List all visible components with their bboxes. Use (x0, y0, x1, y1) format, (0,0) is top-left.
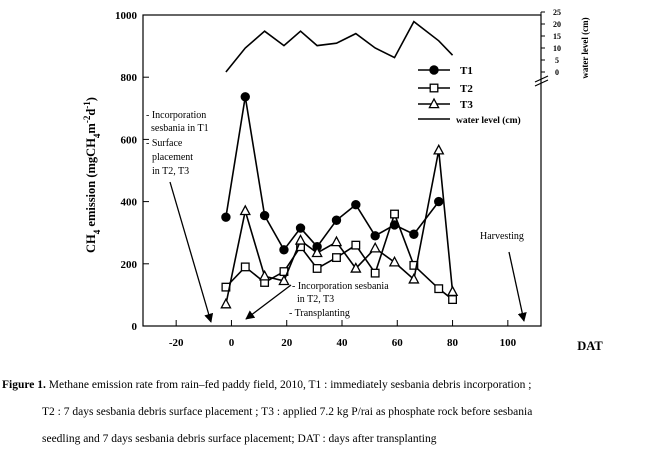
series-t3-point (294, 234, 307, 245)
legend-t2-marker (429, 83, 439, 93)
series-layer (220, 20, 459, 309)
caption-line-2: T2 : 7 days sesbania debris surface plac… (42, 406, 533, 418)
x-tick-label: 0 (229, 337, 235, 349)
annotation-incorporation-t1: placement (152, 152, 193, 163)
series-t2-point (390, 209, 399, 219)
legend-t1-marker (429, 65, 439, 75)
series-t2-point (312, 264, 322, 273)
series-t2-point (434, 284, 444, 294)
caption-line-1: Figure 1. Methane emission rate from rai… (2, 372, 531, 399)
water-level-line (225, 20, 454, 73)
y-tick-label: 600 (121, 134, 138, 146)
legend-t3-label: T3 (460, 99, 473, 111)
y-tick-label: 200 (121, 259, 138, 271)
series-t1-point (259, 210, 270, 221)
caption-line-3: seedling and 7 days sesbania debris surf… (42, 433, 437, 445)
annotations: - Incorporation sesbania in T1 - Surface pl… (146, 110, 527, 323)
y-tick-label: 0 (132, 321, 138, 333)
series-t1-point (279, 245, 289, 255)
annotation-arrow-t23 (245, 284, 292, 320)
annotation-incorporation-t23: in T2, T3 (297, 294, 334, 305)
legend-t3-marker (428, 97, 440, 109)
x-tick-label: 60 (392, 337, 404, 349)
legend-t2-label: T2 (460, 83, 473, 95)
y-tick-label: 1000 (115, 10, 138, 22)
annotation-incorporation-t1: - Incorporation (146, 110, 206, 121)
water-tick-label: 25 (553, 8, 561, 17)
water-tick-label: 10 (553, 44, 561, 53)
water-tick-label: 15 (553, 32, 561, 41)
series-t1-point (221, 212, 231, 222)
water-tick-label: 0 (555, 68, 559, 77)
series-t3-point (258, 269, 271, 281)
series-t2-point (370, 268, 380, 278)
plot-frame (142, 14, 542, 327)
series-t1-point (351, 200, 361, 210)
series-t3-point (330, 235, 343, 247)
series-t1-point (240, 92, 250, 102)
series-t1-point (295, 223, 306, 233)
x-tick-label: 100 (500, 337, 517, 349)
series-t1-point (409, 229, 419, 239)
series-t3-point (446, 285, 459, 297)
annotation-arrow-harvesting (508, 251, 527, 322)
axis-break-mark (534, 75, 549, 87)
annotation-incorporation-t1: - Surface (146, 138, 183, 149)
x-tick-label: 40 (337, 337, 349, 349)
series-t3-point (278, 274, 290, 286)
y-axis-label: CH4 emission (mgCH4m-2d-1) (82, 97, 102, 253)
x-axis: -20 0 20 40 60 80 100 DAT (169, 320, 603, 353)
legend-t1-label: T1 (460, 65, 473, 77)
y-tick-label: 400 (121, 197, 138, 209)
water-level-axis: 0 5 10 15 20 25 water level (cm) (534, 8, 590, 87)
annotation-arrow-t1 (169, 181, 214, 323)
water-tick-label: 20 (553, 20, 561, 29)
series-t2-point (448, 295, 458, 305)
caption-label: Figure 1. (2, 379, 46, 391)
series-t3-point (239, 204, 251, 216)
series-t1-line (225, 96, 440, 252)
series-t1-point (434, 196, 444, 207)
water-axis-label: water level (cm) (580, 17, 590, 78)
series-t3-point (388, 255, 401, 267)
series-t2-point (240, 262, 250, 272)
y-axis: 0 200 400 600 800 1000 CH4 emission (mgCH4m-2d… (82, 10, 149, 333)
x-axis-label: DAT (577, 339, 603, 353)
caption-line-1-text: Methane emission rate from rain–fed padd… (45, 379, 532, 391)
series-t3-point (408, 272, 420, 284)
annotation-incorporation-t1: sesbania in T1 (151, 123, 209, 134)
annotation-incorporation-t23: - Transplanting (289, 308, 350, 319)
x-tick-label: 80 (447, 337, 459, 349)
water-tick-label: 5 (555, 56, 559, 65)
series-t2-point (409, 260, 419, 270)
legend-water-label: water level (cm) (456, 115, 521, 126)
series-t1-point (331, 215, 342, 225)
series-t1-point (370, 231, 380, 241)
series-t2-point (351, 240, 361, 250)
legend: T1 T2 T3 water level (cm) (418, 65, 521, 126)
series-t3-point (369, 241, 381, 253)
annotation-incorporation-t1: in T2, T3 (152, 166, 189, 177)
annotation-harvesting: Harvesting (480, 231, 524, 242)
x-tick-label: 20 (281, 337, 293, 349)
x-tick-label: -20 (169, 337, 184, 349)
series-t2-point (332, 253, 341, 263)
series-t3-point (350, 262, 362, 273)
series-t3-point (433, 143, 445, 155)
annotation-incorporation-t23: - Incorporation sesbania (292, 281, 389, 292)
series-t3-point (311, 246, 323, 258)
y-tick-label: 800 (121, 72, 138, 84)
series-t3-point (220, 297, 232, 309)
